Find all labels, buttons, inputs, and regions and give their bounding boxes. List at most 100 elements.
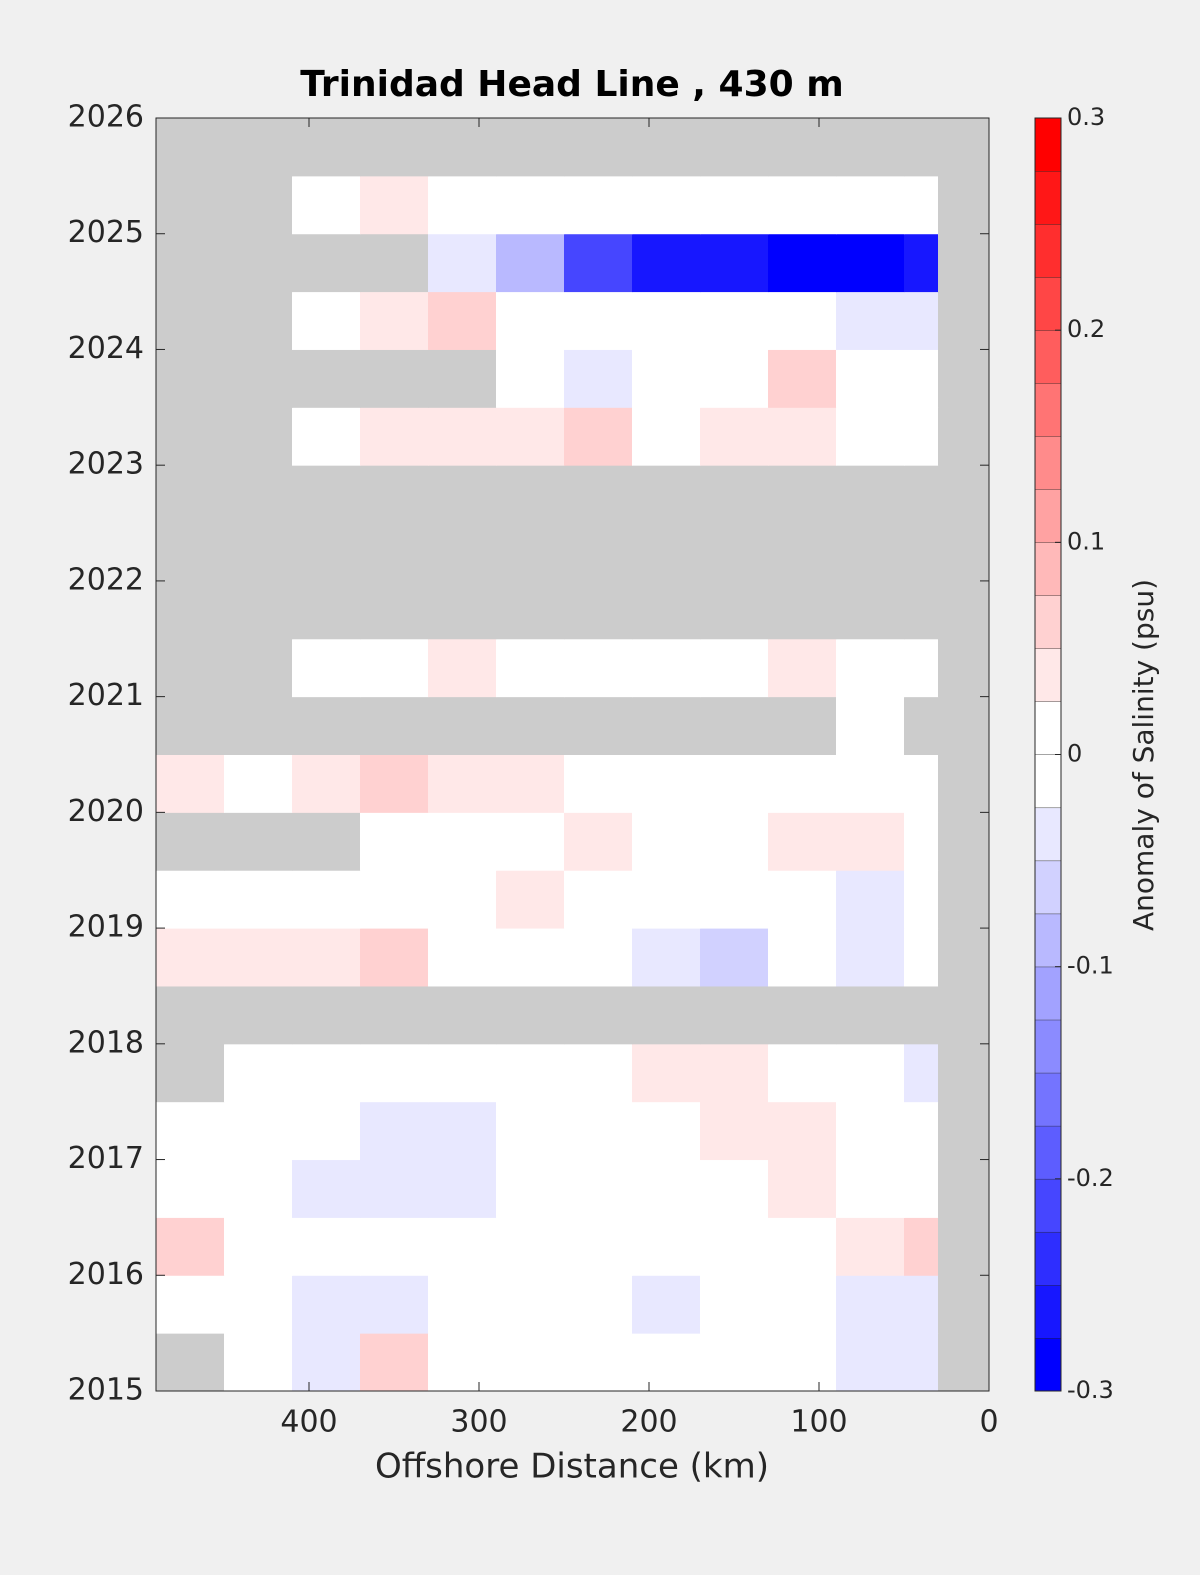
contour-cell (428, 1217, 497, 1276)
contour-cell (292, 349, 361, 408)
contour-cell (938, 812, 990, 871)
contour-cell (156, 580, 225, 640)
contour-cell (156, 870, 225, 929)
contour-cell (768, 118, 837, 177)
contour-cell (496, 1043, 565, 1103)
contour-cell (700, 1101, 769, 1161)
contour-cell (904, 985, 939, 1045)
contour-cell (836, 812, 905, 871)
contour-cell (836, 638, 905, 698)
contour-cell (836, 754, 905, 813)
contour-cell (700, 1217, 769, 1276)
contour-cell (904, 754, 939, 813)
contour-cell (700, 580, 769, 640)
contour-cell (292, 1217, 361, 1276)
contour-cell (224, 1159, 293, 1218)
y-tick-label: 2026 (68, 100, 144, 135)
contour-cell (360, 1333, 429, 1392)
contour-cell (292, 928, 361, 987)
contour-cell (156, 1043, 225, 1103)
contour-cell (428, 523, 497, 582)
contour-cell (768, 696, 837, 755)
contour-cell (428, 870, 497, 929)
colorbar-tick-label: 0.3 (1067, 103, 1105, 131)
contour-cell (292, 696, 361, 755)
y-tick-label: 2021 (68, 678, 144, 713)
contour-cell (836, 523, 905, 582)
contour-cell (292, 1043, 361, 1103)
contour-cell (700, 1043, 769, 1103)
contour-cell (428, 638, 497, 698)
contour-cell (224, 407, 293, 466)
x-tick-label: 300 (450, 1405, 507, 1440)
contour-cell (564, 233, 633, 293)
contour-cell (700, 1159, 769, 1218)
y-tick-label: 2015 (68, 1373, 144, 1408)
contour-cell (768, 638, 837, 698)
contour-cell (836, 870, 905, 929)
contour-cell (360, 291, 429, 350)
contour-cell (836, 1101, 905, 1161)
contour-cell (224, 118, 293, 177)
contour-cell (360, 928, 429, 987)
contour-cell (904, 696, 939, 755)
contour-cell (904, 1043, 939, 1103)
contour-cell (360, 118, 429, 177)
contour-cell (564, 407, 633, 466)
y-tick-label: 2024 (68, 331, 144, 366)
contour-cell (496, 638, 565, 698)
contour-cell (700, 696, 769, 755)
contour-cell (938, 407, 990, 466)
y-tick-label: 2020 (68, 794, 144, 829)
contour-cell (904, 812, 939, 871)
contour-cell (428, 1333, 497, 1392)
contour-cell (564, 291, 633, 350)
contour-cell (632, 1333, 701, 1392)
colorbar-tick-label: -0.2 (1067, 1164, 1114, 1192)
contour-cell (156, 985, 225, 1045)
colorbar-cell (1034, 754, 1062, 809)
contour-cell (428, 175, 497, 235)
contour-cell (938, 985, 990, 1045)
y-tick-label: 2016 (68, 1257, 144, 1292)
contour-cell (224, 1333, 293, 1392)
y-tick-label: 2023 (68, 447, 144, 482)
contour-cell (496, 407, 565, 466)
contour-cell (768, 1101, 837, 1161)
contour-cell (428, 1159, 497, 1218)
contour-cell (768, 233, 837, 293)
contour-cell (836, 233, 905, 293)
contour-cell (292, 870, 361, 929)
contour-cell (836, 1159, 905, 1218)
contour-cell (632, 349, 701, 408)
contour-cell (564, 812, 633, 871)
contour-cell (156, 696, 225, 755)
colorbar-label: Anomaly of Salinity (psu) (1127, 579, 1160, 931)
contour-cell (904, 870, 939, 929)
contour-cell (292, 233, 361, 293)
contour-cell (836, 696, 905, 755)
contour-cell (938, 1275, 990, 1334)
contour-cell (700, 928, 769, 987)
contour-cell (428, 1043, 497, 1103)
contour-cell (564, 754, 633, 813)
contour-cell (904, 175, 939, 235)
colorbar-cell (1034, 223, 1062, 278)
contour-cell (224, 465, 293, 524)
contour-cell (904, 349, 939, 408)
contour-cell (496, 349, 565, 408)
contour-cell (904, 233, 939, 293)
contour-cell (496, 465, 565, 524)
contour-cell (768, 175, 837, 235)
contour-cell (632, 1217, 701, 1276)
contour-cell (938, 233, 990, 293)
contour-cell (428, 812, 497, 871)
contour-cell (632, 523, 701, 582)
contour-cell (700, 985, 769, 1045)
contour-cell (632, 985, 701, 1045)
contour-cell (360, 580, 429, 640)
x-axis-label: Offshore Distance (km) (375, 1447, 769, 1487)
contour-cell (292, 523, 361, 582)
contour-cell (224, 985, 293, 1045)
